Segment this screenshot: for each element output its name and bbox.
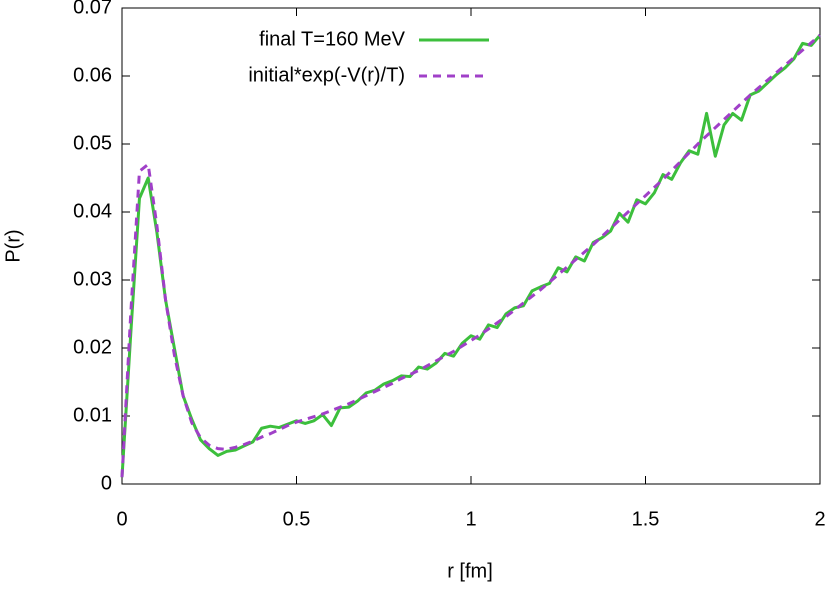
series-line [120, 34, 822, 478]
y-tick-label: 0.07 [73, 0, 112, 18]
series-line [120, 34, 821, 478]
plot-frame [121, 7, 821, 485]
y-tick-label: 0.01 [73, 404, 112, 426]
y-tick-label: 0.05 [73, 132, 112, 154]
y-tick-label: 0.02 [73, 336, 112, 358]
x-axis-label: r [fm] [447, 560, 493, 582]
y-tick-label: 0.06 [73, 64, 112, 86]
y-tick-label: 0 [101, 472, 112, 494]
y-axis-label: P(r) [2, 229, 24, 262]
x-tick-label: 0 [116, 508, 127, 530]
legend-label: initial*exp(-V(r)/T) [248, 64, 405, 86]
x-tick-label: 1.5 [632, 508, 660, 530]
x-tick-label: 2 [814, 508, 825, 530]
legend-label: final T=160 MeV [259, 28, 405, 50]
x-tick-label: 1 [465, 508, 476, 530]
y-tick-label: 0.04 [73, 200, 112, 222]
y-tick-label: 0.03 [73, 268, 112, 290]
x-tick-label: 0.5 [283, 508, 311, 530]
